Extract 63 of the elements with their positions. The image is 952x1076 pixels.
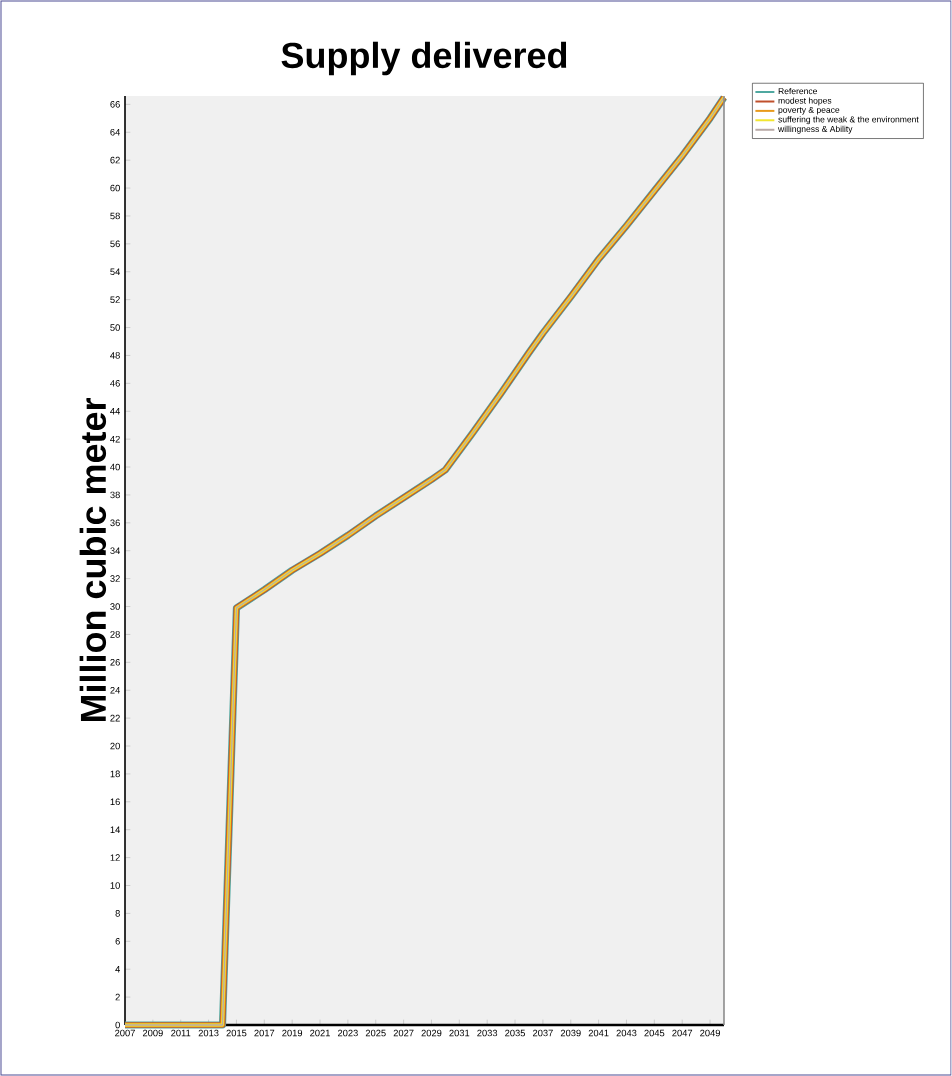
x-tick-label: 2037	[532, 1029, 553, 1037]
x-tick-label: 2031	[449, 1029, 470, 1037]
x-tick-label: 2007	[115, 1029, 135, 1037]
legend-label: willingness & Ability	[778, 125, 853, 134]
x-tick-label: 2039	[560, 1029, 581, 1037]
x-tick-label: 2027	[393, 1029, 414, 1037]
x-tick-label: 2049	[700, 1029, 720, 1037]
y-tick-label: 20	[110, 742, 120, 750]
y-tick-label: 36	[110, 519, 120, 527]
y-tick-label: 8	[115, 910, 120, 917]
y-tick-label: 56	[110, 240, 120, 248]
y-tick-label: 32	[110, 575, 120, 582]
x-tick-label: 2021	[310, 1029, 330, 1037]
chart-title: Supply delivered	[281, 41, 567, 76]
y-tick-label: 16	[110, 798, 120, 806]
x-tick-label: 2009	[142, 1029, 163, 1037]
x-tick-label: 2019	[282, 1029, 303, 1037]
y-tick-label: 60	[110, 184, 120, 192]
y-tick-label: 58	[110, 212, 120, 220]
x-tick-label: 2029	[421, 1029, 442, 1037]
y-tick-label: 24	[110, 686, 121, 694]
y-tick-label: 6	[115, 938, 120, 945]
x-tick-label: 2035	[505, 1029, 526, 1037]
y-tick-label: 52	[110, 296, 120, 303]
y-tick-label: 2	[115, 993, 120, 1001]
x-tick-label: 2025	[365, 1029, 386, 1037]
x-tick-label: 2015	[226, 1029, 247, 1037]
y-tick-label: 0	[115, 1021, 120, 1029]
x-tick-label: 2045	[644, 1029, 665, 1037]
legend-label: Reference	[778, 87, 818, 95]
y-tick-label: 48	[110, 352, 120, 359]
y-tick-label: 38	[110, 491, 120, 499]
y-tick-label: 34	[110, 547, 121, 555]
y-tick-label: 46	[110, 380, 120, 387]
y-tick-label: 14	[110, 826, 121, 833]
x-tick-label: 2011	[171, 1029, 191, 1037]
y-tick-label: 62	[110, 156, 120, 164]
x-tick-label: 2033	[477, 1029, 498, 1037]
y-tick-label: 28	[110, 631, 120, 638]
y-tick-label: 26	[110, 659, 120, 666]
x-tick-label: 2047	[672, 1029, 693, 1037]
legend-label: modest hopes	[778, 97, 832, 106]
x-tick-label: 2017	[254, 1029, 275, 1037]
y-tick-label: 44	[110, 408, 121, 415]
y-tick-label: 66	[110, 101, 120, 108]
x-tick-label: 2043	[616, 1029, 637, 1037]
y-tick-label: 22	[110, 714, 120, 722]
y-tick-label: 64	[110, 128, 121, 136]
y-tick-label: 40	[110, 463, 120, 471]
y-tick-label: 50	[110, 324, 120, 331]
y-tick-label: 4	[115, 965, 121, 973]
x-tick-label: 2023	[337, 1029, 358, 1037]
y-tick-label: 42	[110, 435, 120, 443]
y-tick-label: 30	[110, 603, 120, 610]
x-tick-label: 2041	[588, 1029, 609, 1037]
y-tick-label: 10	[110, 882, 120, 889]
legend-label: suffering the weak & the environment	[778, 116, 919, 125]
legend-label: poverty & peace	[778, 106, 840, 115]
y-tick-label: 54	[110, 268, 121, 275]
x-tick-label: 2013	[198, 1029, 219, 1037]
y-tick-label: 18	[110, 770, 120, 778]
y-axis-title: Million cubic meter	[79, 398, 107, 722]
y-tick-label: 12	[110, 854, 120, 861]
